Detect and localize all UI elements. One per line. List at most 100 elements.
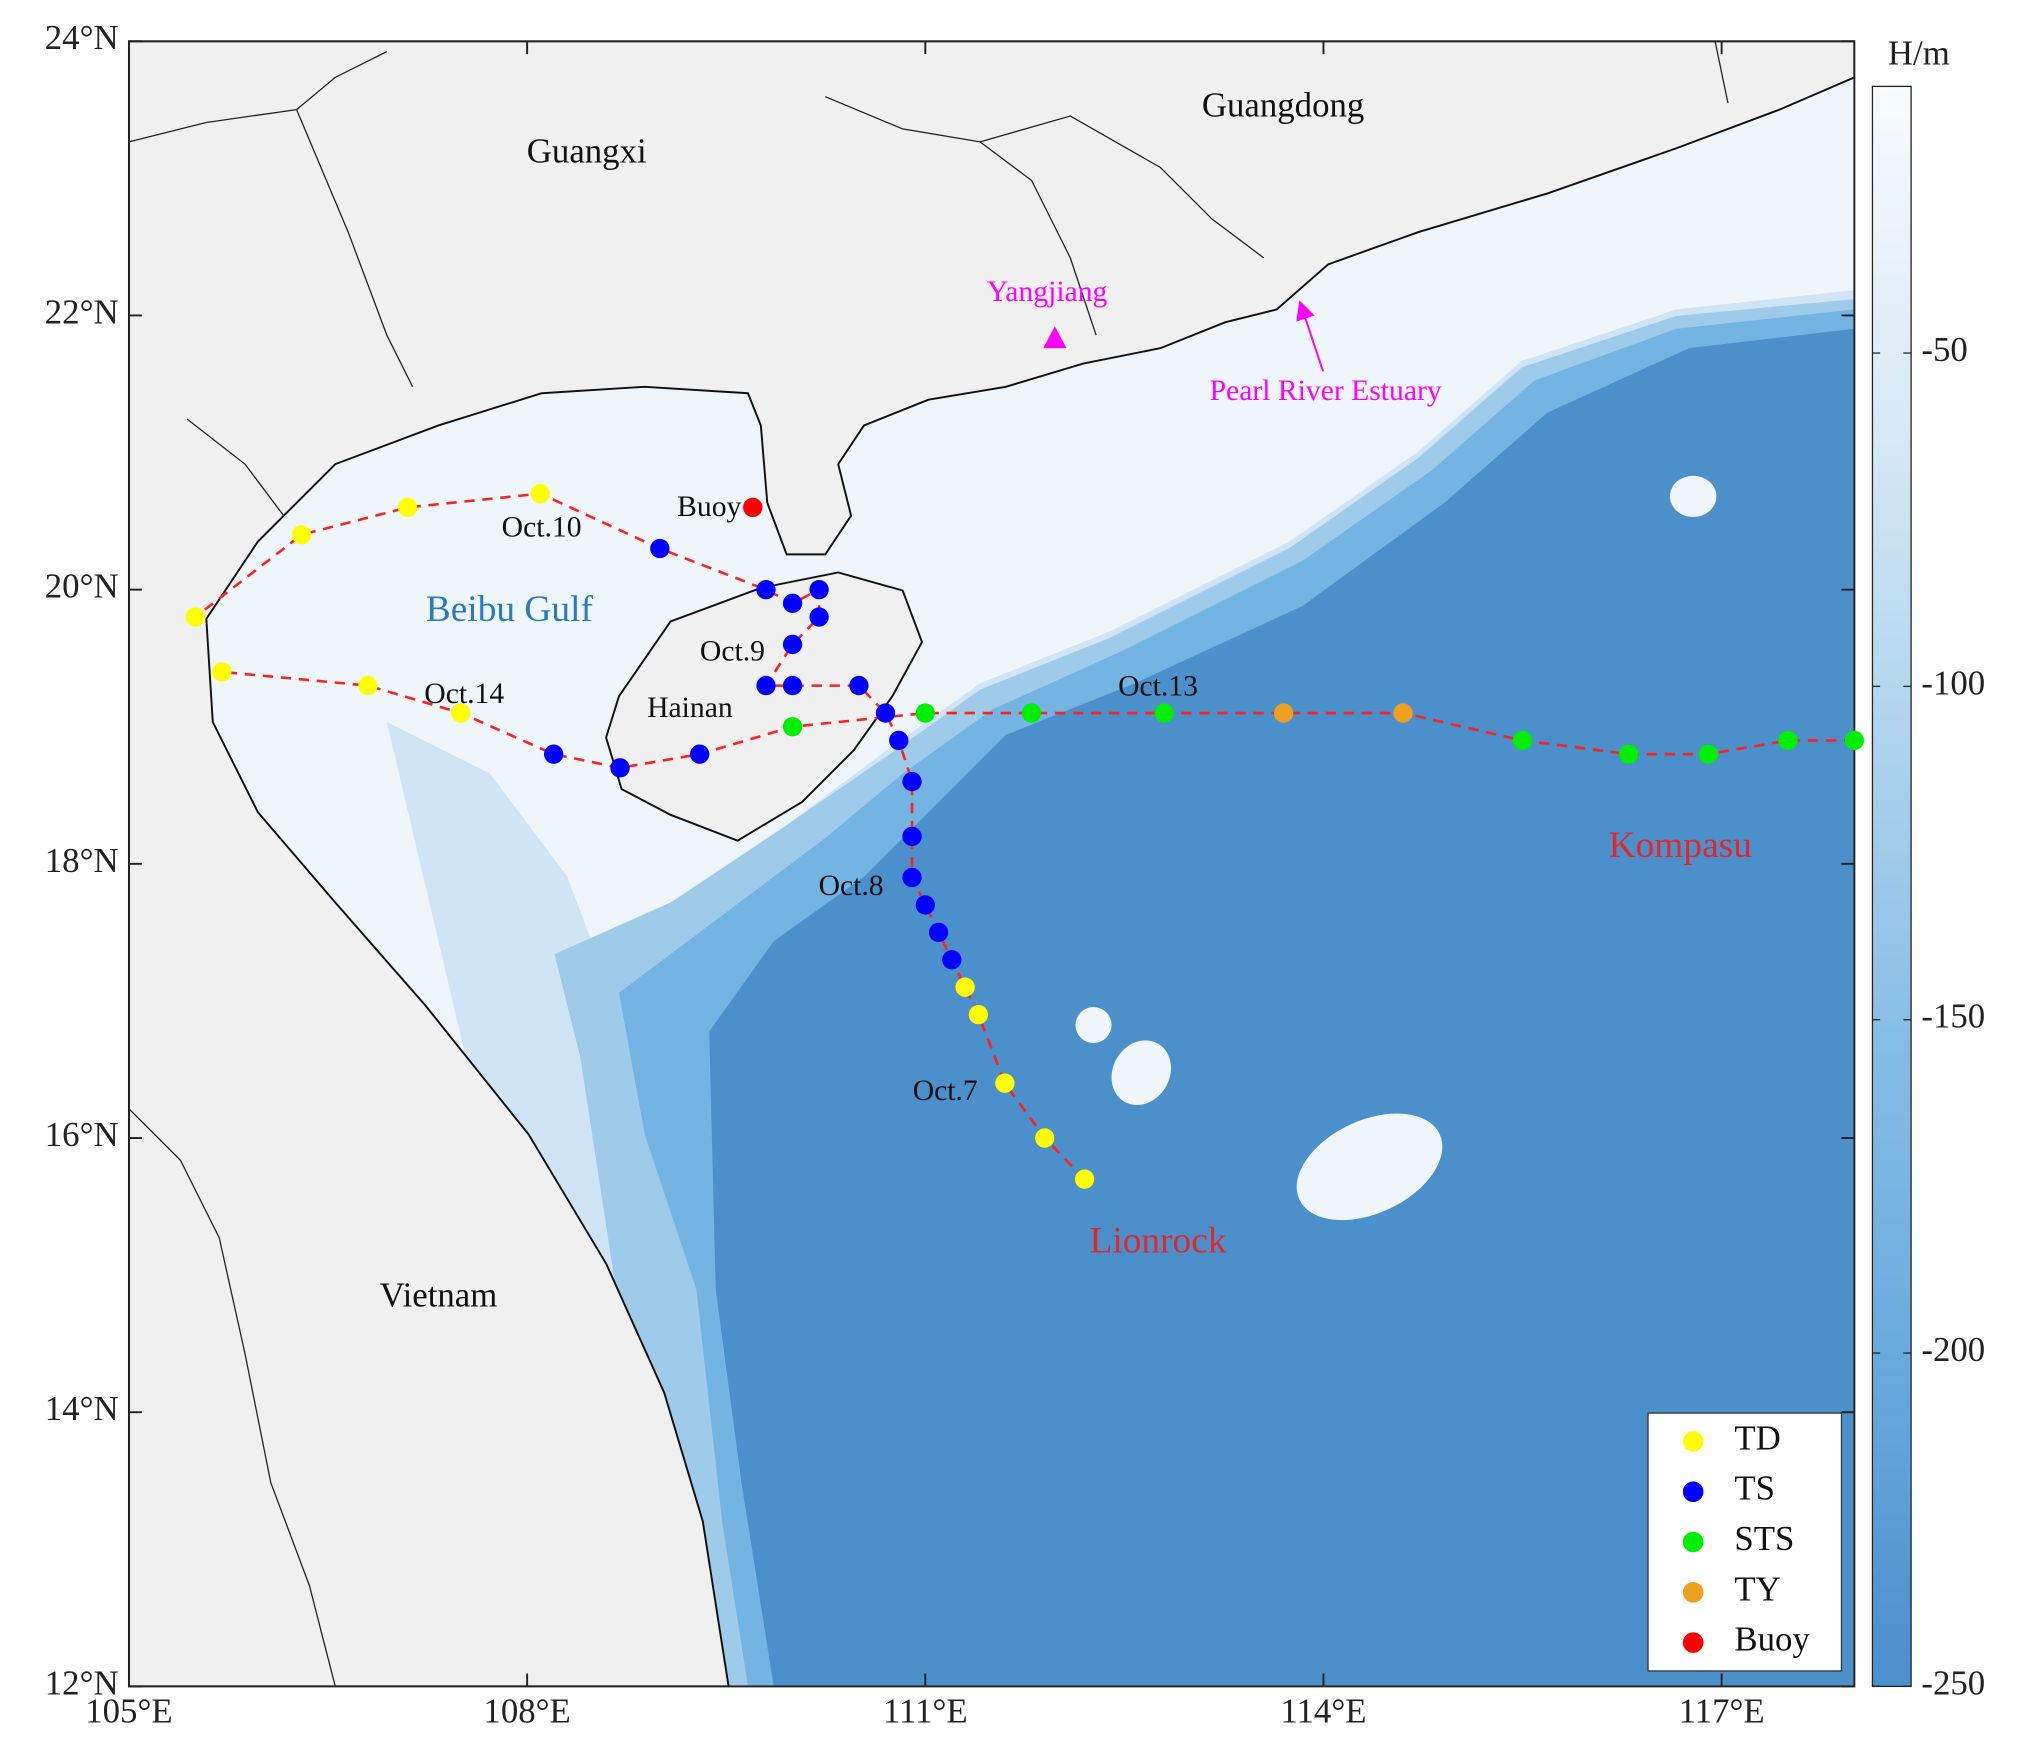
track-point bbox=[358, 675, 378, 696]
buoy-label: Buoy bbox=[677, 491, 741, 523]
place-label: Guangxi bbox=[527, 132, 647, 171]
track-point bbox=[782, 675, 803, 696]
legend-marker bbox=[1682, 1531, 1704, 1553]
track-point bbox=[1619, 744, 1639, 764]
track-point bbox=[1021, 703, 1042, 723]
track-point bbox=[902, 867, 922, 888]
place-label: Vietnam bbox=[380, 1275, 498, 1314]
track-point bbox=[610, 758, 630, 778]
track-point bbox=[756, 675, 776, 696]
place-label: Beibu Gulf bbox=[426, 589, 594, 630]
track-point bbox=[530, 484, 551, 504]
track-point bbox=[809, 607, 829, 627]
track-point bbox=[875, 703, 896, 723]
track-point bbox=[451, 703, 471, 723]
y-tick-label: 18°N bbox=[45, 841, 119, 880]
place-label: Yangjiang bbox=[987, 276, 1108, 308]
date-label: Oct.7 bbox=[913, 1075, 978, 1107]
x-tick-label: 117°E bbox=[1679, 1692, 1765, 1731]
legend-label: STS bbox=[1734, 1519, 1794, 1558]
track-point bbox=[689, 744, 710, 764]
x-tick-label: 111°E bbox=[883, 1692, 968, 1731]
track-point bbox=[1844, 730, 1865, 751]
track-point bbox=[955, 977, 975, 997]
colorbar-tick-label: -100 bbox=[1921, 663, 1985, 702]
track-line bbox=[221, 670, 1855, 770]
date-label: Oct.13 bbox=[1118, 670, 1198, 702]
track-point bbox=[756, 579, 776, 600]
track-point bbox=[809, 579, 829, 600]
legend-label: TS bbox=[1734, 1469, 1775, 1508]
y-tick-label: 16°N bbox=[45, 1115, 119, 1154]
track-point bbox=[902, 826, 922, 847]
colorbar bbox=[1871, 85, 1912, 1688]
track-point bbox=[1698, 744, 1719, 764]
track-point bbox=[185, 607, 205, 627]
x-tick-label: 114°E bbox=[1280, 1692, 1366, 1731]
track-point bbox=[1154, 703, 1174, 723]
track-point bbox=[942, 950, 962, 970]
track-point bbox=[398, 497, 418, 518]
date-label: Oct.9 bbox=[700, 635, 765, 667]
track-point bbox=[291, 525, 312, 545]
track-point bbox=[1512, 730, 1533, 751]
track-point bbox=[1273, 703, 1294, 723]
y-tick-label: 20°N bbox=[45, 567, 119, 606]
date-label: Oct.10 bbox=[502, 512, 582, 544]
storm-name: Kompasu bbox=[1609, 825, 1753, 866]
x-tick-label: 105°E bbox=[85, 1692, 172, 1731]
storm-name: Lionrock bbox=[1090, 1221, 1227, 1262]
y-tick-label: 14°N bbox=[45, 1389, 119, 1428]
track-point bbox=[782, 593, 803, 614]
track-point bbox=[889, 730, 909, 751]
colorbar-label: H/m bbox=[1888, 34, 1950, 73]
track-point bbox=[1035, 1128, 1055, 1148]
colorbar-tick-label: -200 bbox=[1921, 1330, 1985, 1369]
shoal bbox=[1296, 1113, 1443, 1221]
track-point bbox=[928, 922, 949, 943]
shoal bbox=[1669, 475, 1717, 518]
shoal bbox=[1075, 1006, 1112, 1044]
track-point bbox=[650, 538, 670, 559]
place-label: Guangdong bbox=[1202, 85, 1364, 124]
x-tick-label: 108°E bbox=[483, 1692, 570, 1731]
place-label: Hainan bbox=[647, 692, 733, 724]
place-label: Pearl River Estuary bbox=[1210, 375, 1442, 407]
legend-box bbox=[1647, 1412, 1843, 1672]
basemap bbox=[128, 41, 1855, 1687]
track-point bbox=[212, 662, 232, 682]
borders bbox=[128, 41, 1729, 1687]
legend-marker bbox=[1682, 1481, 1704, 1503]
colorbar-tick-label: -150 bbox=[1921, 997, 1985, 1036]
deep-water bbox=[709, 328, 1855, 1687]
track-point bbox=[902, 771, 922, 792]
y-tick-label: 24°N bbox=[45, 18, 119, 57]
mainland bbox=[128, 41, 1855, 1687]
legend-label: TY bbox=[1734, 1569, 1780, 1608]
date-label: Oct.8 bbox=[819, 870, 884, 902]
legend-label: TD bbox=[1734, 1418, 1780, 1457]
track-point bbox=[1393, 703, 1413, 723]
track-point bbox=[782, 717, 803, 737]
y-tick-label: 12°N bbox=[45, 1663, 119, 1702]
track-point bbox=[915, 895, 935, 915]
y-tick-label: 22°N bbox=[45, 292, 119, 331]
track-point bbox=[782, 634, 803, 655]
track-point bbox=[968, 1004, 989, 1025]
track-point bbox=[915, 703, 935, 723]
legend-label: Buoy bbox=[1734, 1620, 1810, 1659]
shoal bbox=[1111, 1040, 1171, 1106]
track-point bbox=[1074, 1169, 1095, 1189]
track-line bbox=[194, 492, 1086, 1181]
track-point bbox=[1778, 730, 1798, 751]
track-point bbox=[995, 1073, 1015, 1093]
track-point bbox=[543, 744, 564, 764]
colorbar-tick-label: -50 bbox=[1921, 330, 1967, 369]
track-point bbox=[849, 675, 869, 696]
colorbar-tick-label: -250 bbox=[1921, 1663, 1985, 1702]
legend-marker bbox=[1682, 1431, 1704, 1452]
pointer-arrow bbox=[1296, 300, 1324, 372]
city-marker bbox=[1043, 326, 1067, 349]
